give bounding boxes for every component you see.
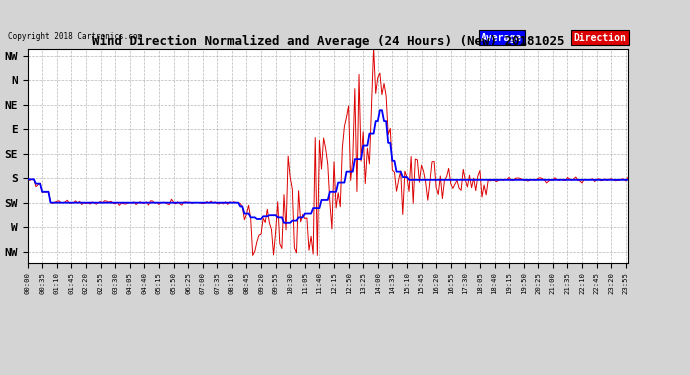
Text: Copyright 2018 Cartronics.com: Copyright 2018 Cartronics.com [8, 32, 142, 41]
Text: Average: Average [481, 33, 522, 43]
Text: Direction: Direction [574, 33, 627, 43]
Title: Wind Direction Normalized and Average (24 Hours) (New) 20181025: Wind Direction Normalized and Average (2… [92, 34, 564, 48]
